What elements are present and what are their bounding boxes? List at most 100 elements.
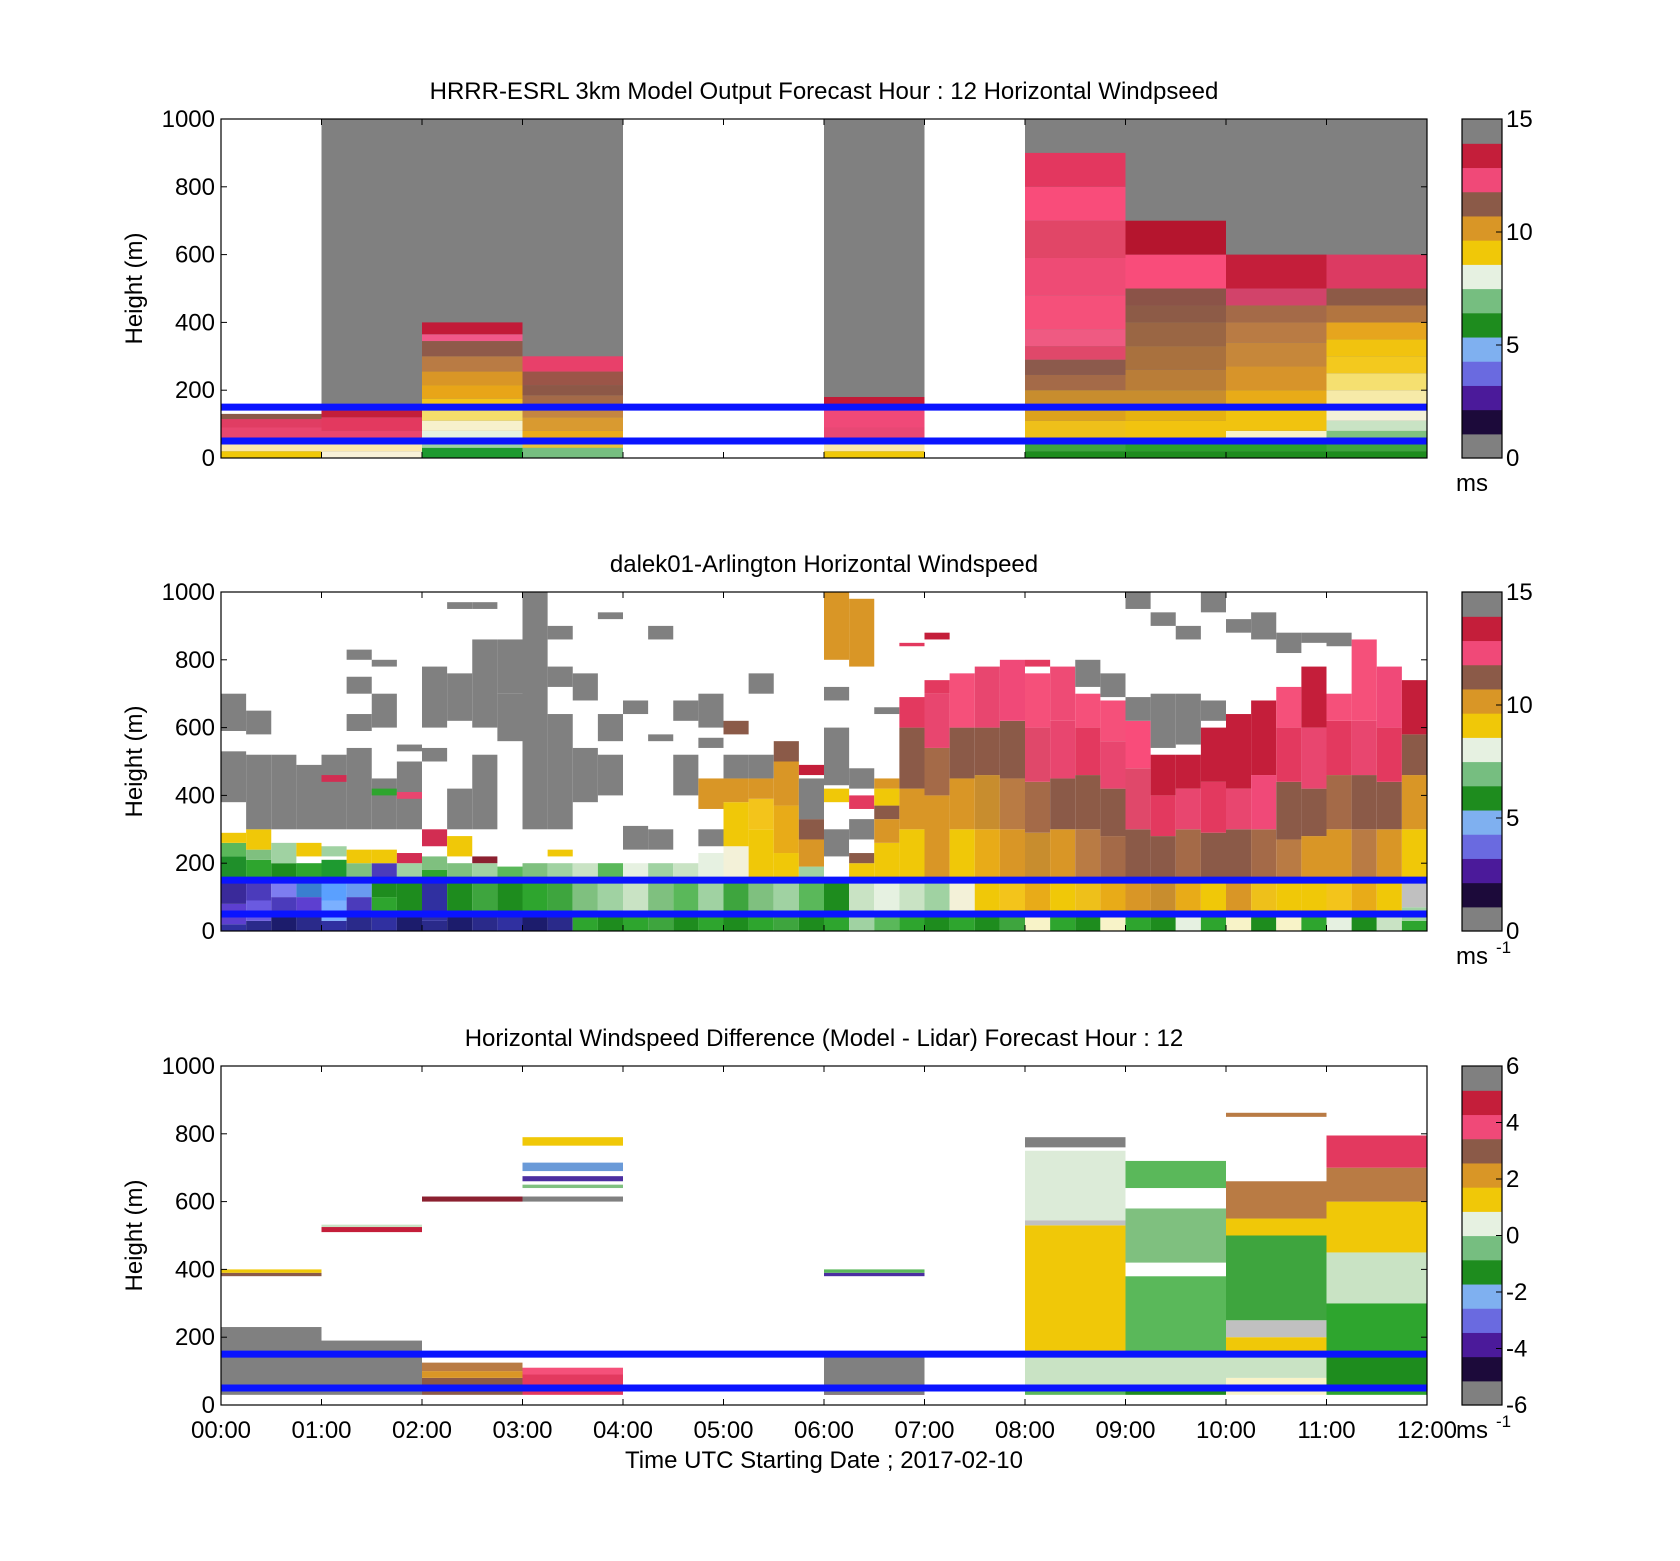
colorbar-unit: ms <box>1456 943 1488 970</box>
data-cell <box>547 666 573 687</box>
data-cell <box>1276 686 1302 728</box>
colorbar-swatch <box>1462 1090 1502 1116</box>
data-cell <box>899 788 925 830</box>
data-cell <box>773 761 799 806</box>
data-cell <box>321 417 422 431</box>
colorbar-swatch <box>1462 191 1502 217</box>
data-cell <box>1025 295 1126 330</box>
data-cell <box>1050 778 1076 830</box>
data-cell <box>1125 322 1226 347</box>
data-cell <box>371 880 397 898</box>
data-cell <box>1226 342 1327 367</box>
colorbar-tick-label: -2 <box>1506 1279 1527 1306</box>
data-cell <box>773 853 799 881</box>
data-cell <box>522 430 623 440</box>
data-cell <box>371 778 397 830</box>
data-column <box>1100 673 1126 931</box>
colorbar-swatch <box>1462 143 1502 169</box>
data-column <box>346 649 372 931</box>
data-cell <box>1150 693 1176 748</box>
data-cell <box>1200 592 1226 613</box>
data-cell <box>1326 829 1352 881</box>
data-cell <box>371 659 397 667</box>
data-cell <box>522 592 548 830</box>
data-cell <box>1175 917 1201 931</box>
data-cell <box>999 778 1025 830</box>
data-cell <box>748 673 774 694</box>
data-cell <box>497 917 523 931</box>
colorbar-tick-label: 0 <box>1506 1223 1519 1250</box>
colorbar-swatch <box>1462 616 1502 642</box>
data-cell <box>849 795 875 809</box>
data-cell <box>748 917 774 931</box>
data-cell <box>723 802 749 847</box>
data-cell <box>1125 720 1151 769</box>
data-cell <box>1351 829 1377 881</box>
y-tick-label: 800 <box>175 174 215 201</box>
data-cell <box>1251 775 1277 830</box>
data-cell <box>346 649 372 660</box>
data-column <box>1050 666 1076 931</box>
data-cell <box>899 642 925 647</box>
data-cell <box>1401 680 1427 735</box>
data-cell <box>296 917 322 931</box>
data-cell <box>371 917 397 931</box>
data-cell <box>1226 444 1327 452</box>
data-cell <box>1351 775 1377 830</box>
data-cell <box>1226 1235 1327 1321</box>
data-cell <box>1226 451 1327 458</box>
data-cell <box>422 666 448 728</box>
data-cell <box>346 849 372 864</box>
colorbar-tick-label: 0 <box>1506 445 1519 472</box>
data-cell <box>522 863 548 881</box>
data-cell <box>824 829 850 857</box>
data-cell <box>246 710 272 735</box>
data-cell <box>1125 1208 1226 1263</box>
data-cell <box>547 917 573 931</box>
data-cell <box>1025 727 1051 782</box>
y-tick-label: 0 <box>202 918 215 945</box>
data-cell <box>1150 795 1176 837</box>
data-cell <box>1125 346 1226 370</box>
data-column <box>1226 119 1327 458</box>
x-axis-label: Time UTC Starting Date ; 2017-02-10 <box>625 1447 1023 1474</box>
data-cell <box>1226 1112 1327 1117</box>
data-cell <box>648 829 674 850</box>
data-cell <box>371 693 397 728</box>
data-cell <box>1326 420 1427 431</box>
data-cell <box>723 720 749 735</box>
data-cell <box>396 863 422 881</box>
data-cell <box>522 1367 623 1375</box>
colorbar-tick-label: 5 <box>1506 332 1519 359</box>
data-cell <box>1326 720 1352 776</box>
data-cell <box>447 836 473 857</box>
data-cell <box>346 747 372 830</box>
data-cell <box>1025 359 1126 375</box>
data-cell <box>422 420 523 431</box>
data-cell <box>1251 612 1277 640</box>
data-cell <box>1376 781 1402 830</box>
data-cell <box>1025 832 1051 881</box>
colorbar-tick-label: 4 <box>1506 1110 1519 1137</box>
data-cell <box>246 880 272 901</box>
data-cell <box>849 598 875 667</box>
data-cell <box>447 602 473 609</box>
data-cell <box>648 863 674 881</box>
data-column <box>396 744 422 931</box>
data-column <box>221 413 322 458</box>
data-cell <box>849 839 875 854</box>
data-cell <box>422 869 448 881</box>
data-cell <box>1050 720 1076 779</box>
data-cell <box>1075 917 1101 931</box>
x-tick-label: 08:00 <box>995 1417 1055 1444</box>
chart-title: dalek01-Arlington Horizontal Windspeed <box>610 551 1038 578</box>
colorbar-swatch <box>1462 361 1502 386</box>
x-tick-label: 12:00 <box>1397 1417 1457 1444</box>
data-cell <box>824 592 850 660</box>
data-column <box>371 659 397 931</box>
data-cell <box>1125 592 1151 609</box>
data-cell <box>648 734 674 742</box>
data-cell <box>246 829 272 850</box>
data-cell <box>849 853 875 864</box>
data-cell <box>422 322 523 335</box>
